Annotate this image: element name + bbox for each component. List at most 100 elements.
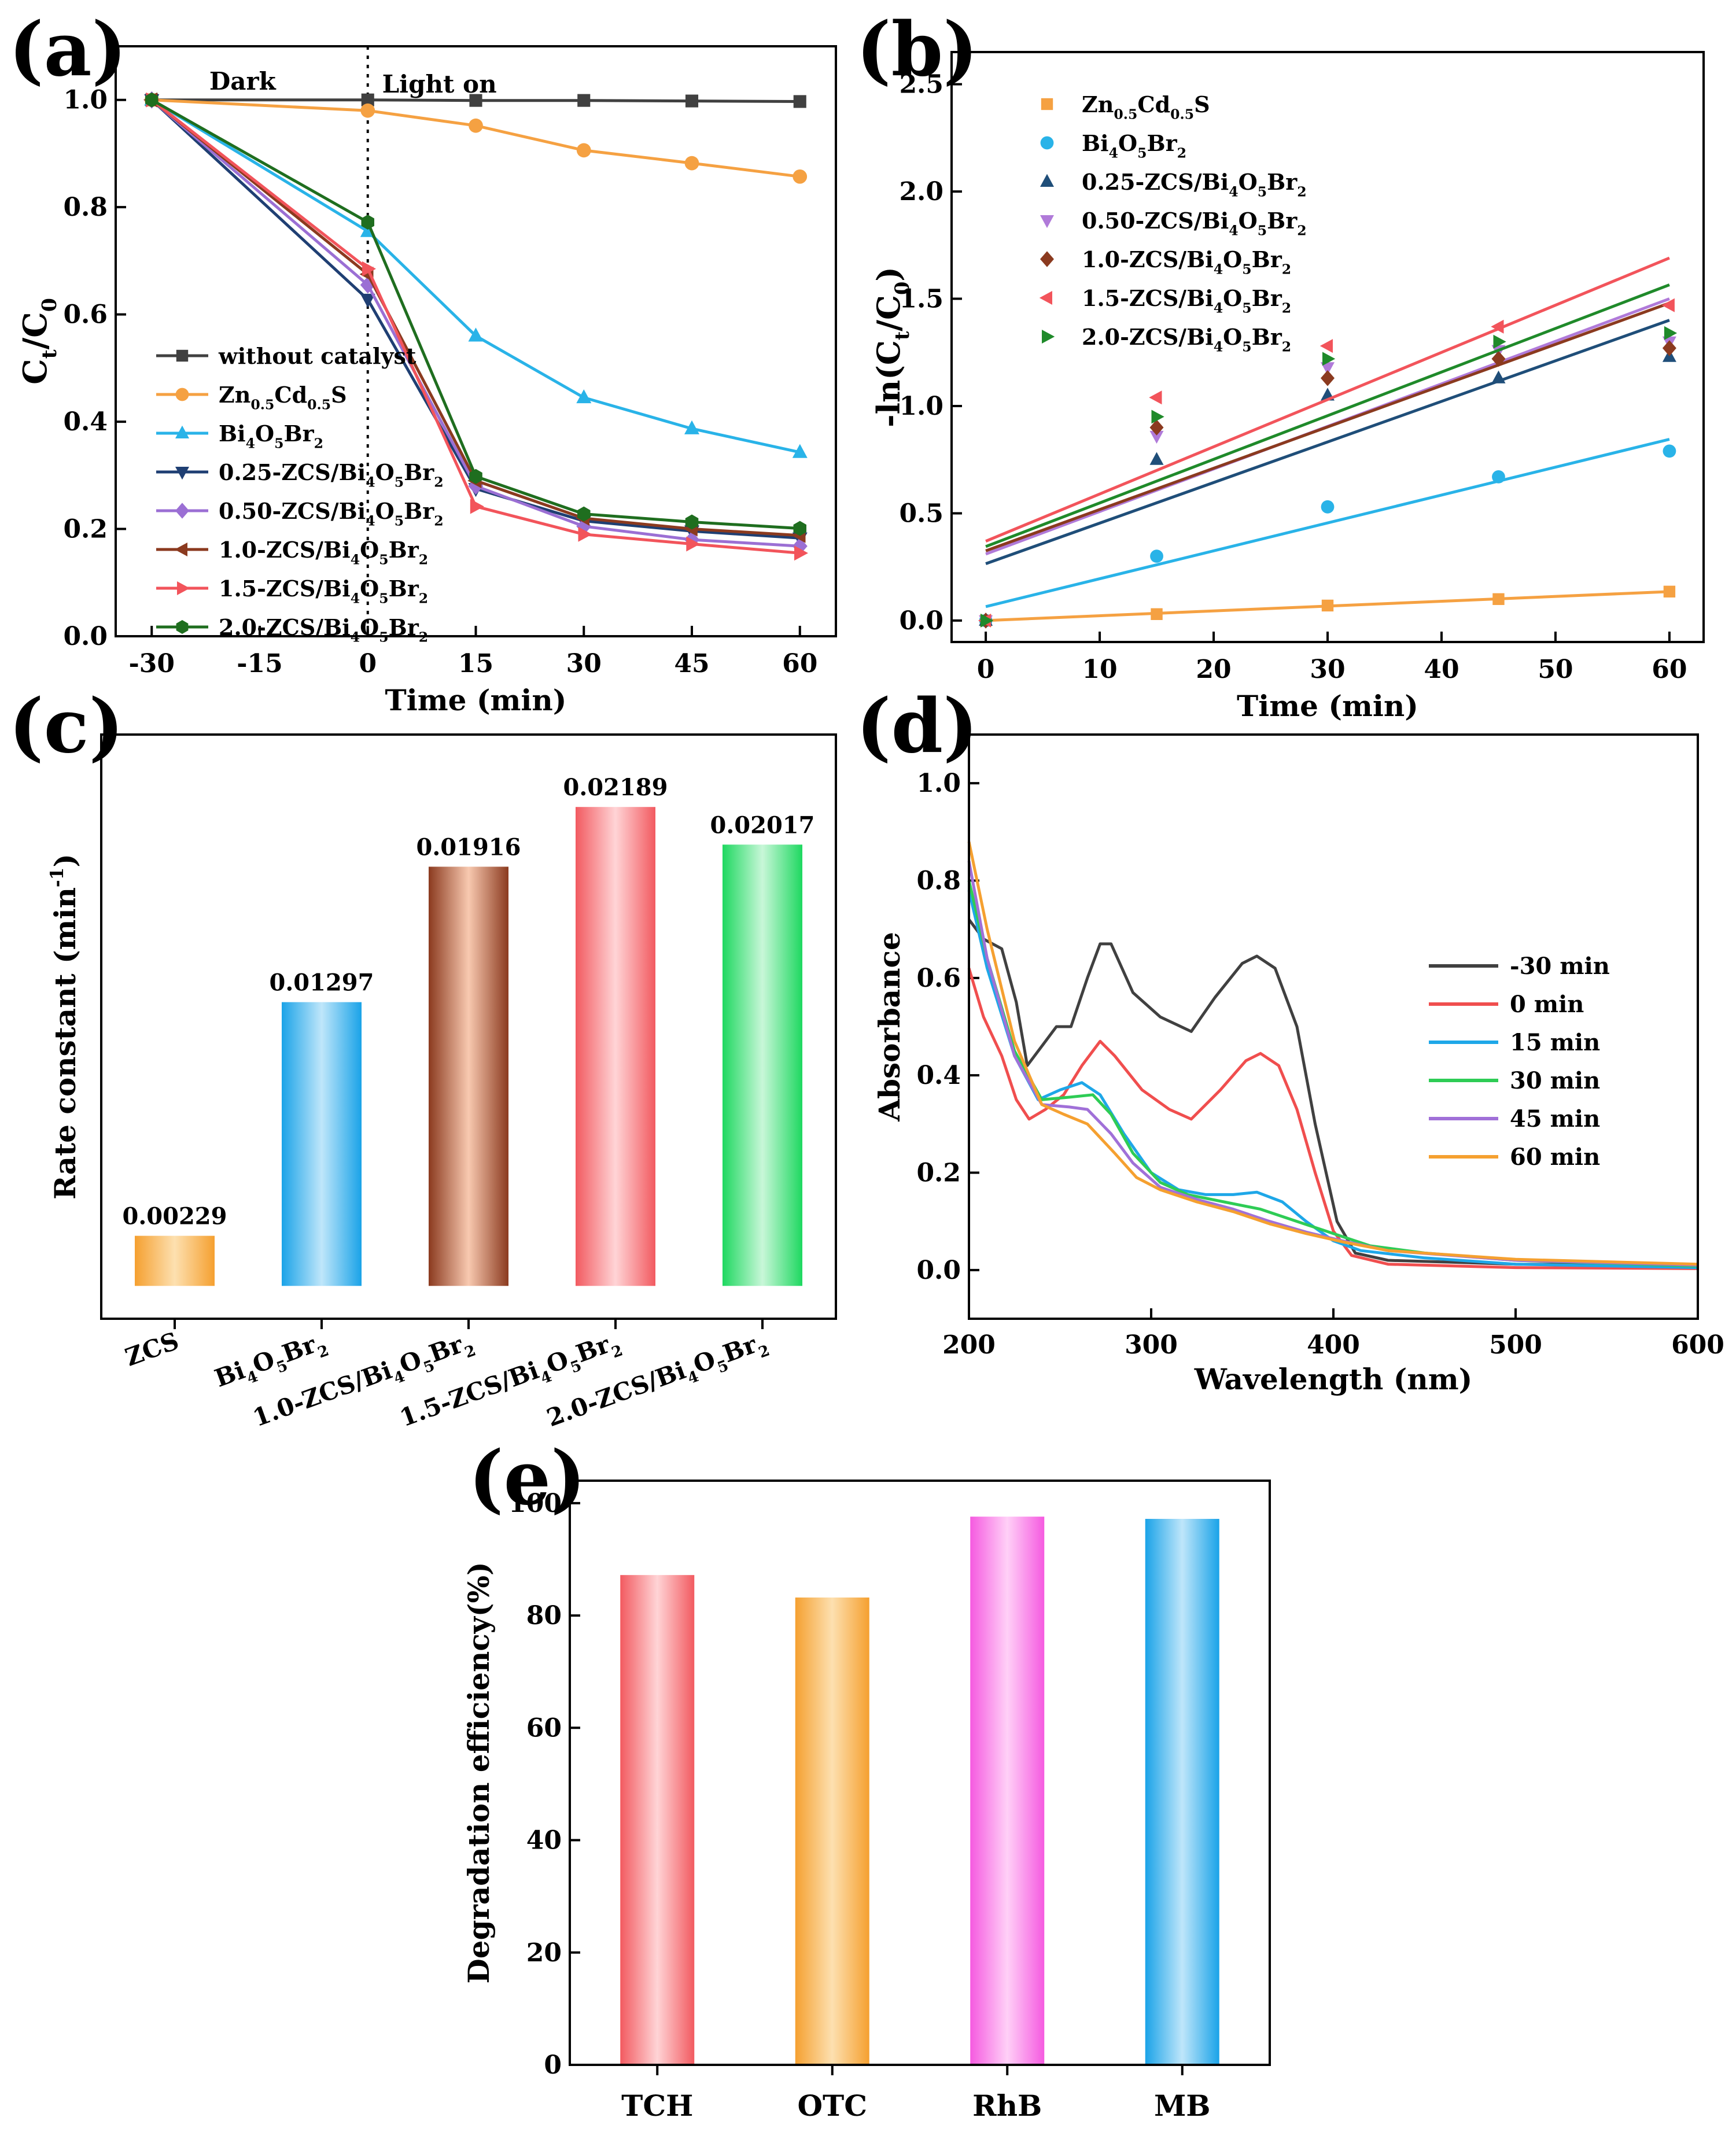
legend-label-part: 5 bbox=[395, 474, 404, 490]
y-tick-label: 0.6 bbox=[916, 964, 961, 993]
data-point bbox=[794, 545, 808, 561]
legend-label-part: Zn bbox=[1082, 91, 1114, 117]
y-tick-label: 1.0 bbox=[899, 392, 943, 421]
data-point bbox=[1492, 470, 1505, 484]
bar-value-label: 0.01916 bbox=[417, 833, 521, 861]
legend-label: Zn0.5Cd0.5S bbox=[219, 382, 347, 412]
legend-label: 0 min bbox=[1510, 991, 1584, 1018]
legend-label: 15 min bbox=[1510, 1029, 1600, 1056]
legend: without catalystZn0.5Cd0.5SBi4O5Br20.25-… bbox=[156, 343, 444, 645]
y-axis-title-part: /C bbox=[870, 295, 907, 331]
legend-label-part: 2.0-ZCS/Bi bbox=[1082, 324, 1214, 350]
legend-label: 1.0-ZCS/Bi4O5Br2 bbox=[1082, 246, 1291, 277]
data-point bbox=[1321, 362, 1335, 375]
series-line bbox=[150, 98, 800, 537]
data-point bbox=[576, 389, 592, 404]
data-point bbox=[1663, 585, 1676, 598]
y-tick-label: 0.4 bbox=[63, 407, 108, 437]
legend-label-part: 4 bbox=[1229, 183, 1238, 200]
data-point bbox=[1493, 334, 1506, 349]
x-tick-label: 600 bbox=[1671, 1330, 1724, 1360]
y-tick-label: 1.5 bbox=[899, 285, 943, 314]
legend-marker bbox=[177, 581, 190, 595]
legend-label-part: Zn bbox=[219, 382, 250, 408]
y-tick-label: 0.0 bbox=[899, 606, 943, 636]
legend-label-part: 0.5 bbox=[250, 396, 274, 412]
y-axis-title-part: ) bbox=[48, 854, 82, 868]
series-1.0-ZCS/Bi4O5Br2 bbox=[979, 301, 1676, 629]
x-tick-label: 60 bbox=[782, 649, 817, 678]
x-tick-label: 0 bbox=[359, 649, 377, 678]
legend-label: 1.5-ZCS/Bi4O5Br2 bbox=[219, 575, 428, 606]
legend-label-part: O bbox=[375, 459, 395, 485]
legend-label-part: 4 bbox=[1214, 338, 1223, 355]
legend-label-part: 2 bbox=[314, 435, 323, 451]
y-tick-label: 0.6 bbox=[63, 300, 108, 330]
panel-labels: (a) (b) (c) (d) (e) bbox=[9, 6, 978, 1522]
panel-e: 0 20 40 60 80 100 Degradation efficiency(%) TCH… bbox=[462, 1480, 1271, 2123]
panel-label-b: (b) bbox=[856, 6, 978, 93]
x-tick-label: -30 bbox=[129, 649, 175, 678]
legend-label-part: Cd bbox=[274, 382, 307, 408]
data-point bbox=[469, 118, 483, 133]
data-point bbox=[578, 526, 592, 542]
y-tick-label: 1.0 bbox=[63, 86, 108, 115]
data-point bbox=[362, 261, 376, 276]
data-point bbox=[1491, 370, 1506, 383]
legend-label-part: O bbox=[1223, 324, 1242, 350]
y-axis-title-part: /C bbox=[16, 312, 54, 349]
x-tick-label: 200 bbox=[942, 1330, 996, 1360]
legend-label-part: Cd bbox=[1137, 91, 1170, 117]
legend-label-part: 2 bbox=[434, 474, 443, 490]
legend-label-part: 5 bbox=[379, 590, 388, 606]
y-tick-label: 0.0 bbox=[63, 622, 108, 651]
bar-value-label: 0.02189 bbox=[563, 774, 668, 801]
data-point bbox=[1491, 351, 1506, 367]
data-point bbox=[469, 468, 482, 484]
x-tick-label: 15 bbox=[458, 649, 493, 678]
data-point bbox=[1319, 339, 1333, 353]
legend-label-part: O bbox=[1223, 246, 1242, 272]
legend-label-part: 1.5-ZCS/Bi bbox=[1082, 285, 1214, 311]
x-tick-label: 400 bbox=[1307, 1330, 1360, 1360]
y-axis-title-part: 0 bbox=[891, 282, 913, 295]
x-axis-title: Wavelength (nm) bbox=[1194, 1362, 1473, 1396]
x-tick-label: 45 bbox=[674, 649, 709, 678]
fit-line bbox=[985, 301, 1670, 552]
legend-label-part: 2 bbox=[1282, 300, 1291, 316]
series-2.0-ZCS/Bi4O5Br2 bbox=[981, 283, 1678, 628]
legend-label: -30 min bbox=[1510, 953, 1610, 980]
bar bbox=[282, 1002, 362, 1286]
legend-label-part: Br bbox=[389, 575, 419, 602]
legend-label-part: 2 bbox=[1282, 261, 1291, 277]
data-point bbox=[793, 169, 808, 184]
panel-label-d: (d) bbox=[856, 683, 978, 770]
x-tick-label: 300 bbox=[1125, 1330, 1178, 1360]
x-tick-label: 500 bbox=[1489, 1330, 1542, 1360]
legend-label-part: S bbox=[331, 382, 347, 408]
dark-annotation: Dark bbox=[209, 67, 277, 95]
y-tick-label: 2.0 bbox=[899, 177, 943, 206]
series-line bbox=[150, 98, 800, 548]
legend-label-part: O bbox=[375, 498, 395, 524]
legend-label-part: Br bbox=[1252, 246, 1282, 272]
data-point bbox=[1664, 326, 1678, 340]
fit-line bbox=[985, 283, 1670, 548]
legend-marker bbox=[1040, 174, 1054, 187]
legend-label-part: Br bbox=[389, 537, 419, 563]
legend-label-part: Br bbox=[1252, 285, 1282, 311]
x-tick-label: 20 bbox=[1196, 655, 1231, 684]
bar bbox=[723, 844, 802, 1286]
data-point bbox=[360, 103, 375, 118]
data-point bbox=[1149, 390, 1162, 405]
fit-line bbox=[985, 319, 1670, 565]
x-tick-label: TCH bbox=[621, 2089, 693, 2123]
series-Zn0.5Cd0.5S bbox=[979, 585, 1676, 627]
legend-label-part: 1.0-ZCS/Bi bbox=[1082, 246, 1214, 272]
series-line bbox=[150, 98, 801, 555]
x-tick-label: OTC bbox=[797, 2089, 867, 2123]
y-axis-title-part: t bbox=[891, 331, 913, 340]
spectrum--30 min bbox=[967, 918, 1698, 1267]
